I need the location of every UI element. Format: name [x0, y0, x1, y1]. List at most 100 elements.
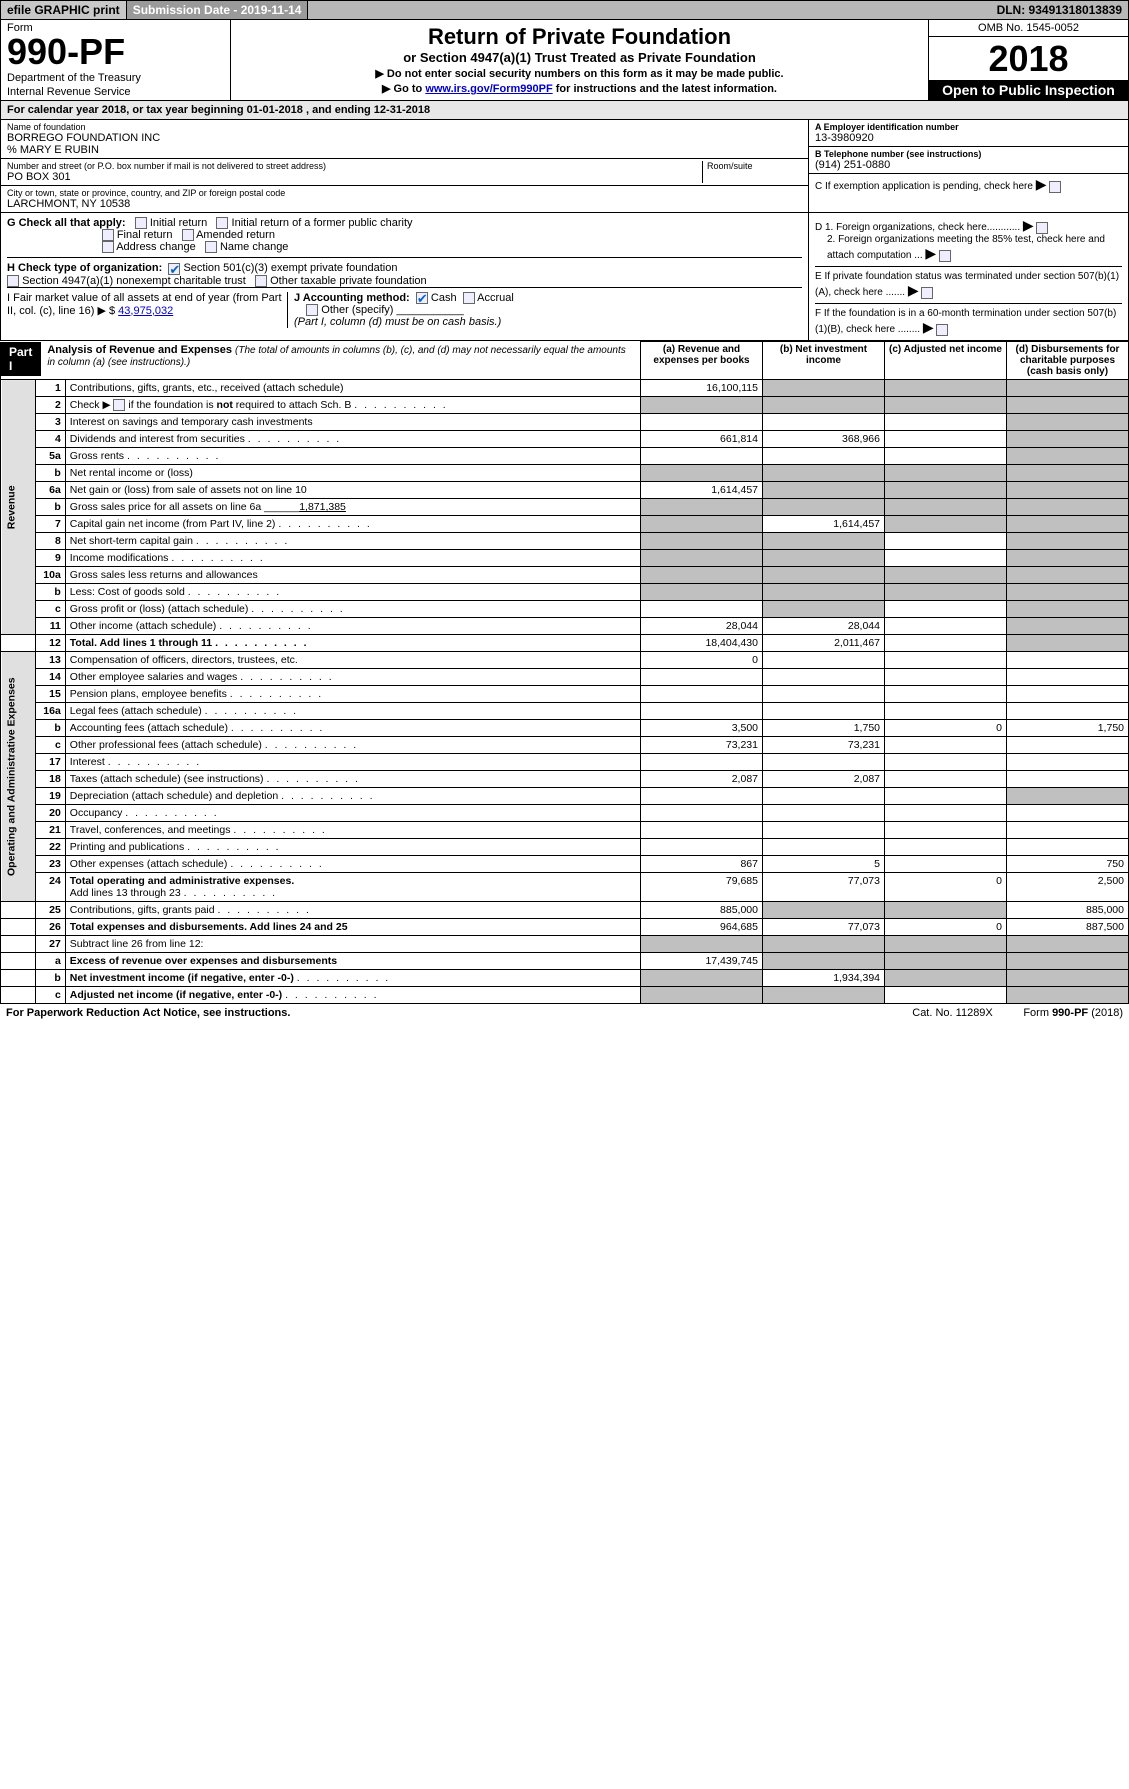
part1-title: Analysis of Revenue and Expenses — [47, 344, 232, 356]
l9n: 9 — [35, 550, 65, 567]
irs-link[interactable]: www.irs.gov/Form990PF — [425, 83, 552, 95]
l27d: Subtract line 26 from line 12: — [65, 936, 640, 953]
l4d: Dividends and interest from securities — [65, 431, 640, 448]
l24b: 77,073 — [763, 873, 885, 902]
l12n: 12 — [35, 635, 65, 652]
cb-name[interactable] — [205, 241, 217, 253]
j-label: J Accounting method: — [294, 292, 410, 304]
cb-amended[interactable] — [182, 229, 194, 241]
f-label: F If the foundation is in a 60-month ter… — [815, 308, 1116, 335]
cb-initial[interactable] — [135, 217, 147, 229]
form-subtitle: or Section 4947(a)(1) Trust Treated as P… — [235, 50, 924, 65]
cb-schb[interactable] — [113, 399, 125, 411]
expenses-label: Operating and Administrative Expenses — [1, 652, 36, 902]
form-title: Return of Private Foundation — [235, 24, 924, 50]
cb-addr[interactable] — [102, 241, 114, 253]
open-public: Open to Public Inspection — [929, 80, 1128, 100]
l23b: 5 — [763, 856, 885, 873]
c-checkbox[interactable] — [1049, 181, 1061, 193]
l12a: 18,404,430 — [641, 635, 763, 652]
part1-label: Part I — [1, 342, 41, 376]
l12d: Total. Add lines 1 through 11 — [65, 635, 640, 652]
l10an: 10a — [35, 567, 65, 584]
l24d2: 2,500 — [1007, 873, 1129, 902]
h-label: H Check type of organization: — [7, 262, 162, 274]
l17n: 17 — [35, 754, 65, 771]
l22n: 22 — [35, 839, 65, 856]
g6: Name change — [220, 241, 289, 253]
cb-e[interactable] — [921, 287, 933, 299]
cb-f[interactable] — [936, 324, 948, 336]
j1: Cash — [431, 292, 457, 304]
l16bc: 0 — [885, 720, 1007, 737]
l19n: 19 — [35, 788, 65, 805]
l26a: 964,685 — [641, 919, 763, 936]
l24c: 0 — [885, 873, 1007, 902]
cb-cash[interactable] — [416, 292, 428, 304]
l16an: 16a — [35, 703, 65, 720]
l16bd: Accounting fees (attach schedule) — [65, 720, 640, 737]
l3n: 3 — [35, 414, 65, 431]
cb-other-acc[interactable] — [306, 304, 318, 316]
cb-other-tax[interactable] — [255, 275, 267, 287]
l11d: Other income (attach schedule) — [65, 618, 640, 635]
phone: (914) 251-0880 — [815, 159, 1122, 171]
l14d: Other employee salaries and wages — [65, 669, 640, 686]
name-label: Name of foundation — [7, 122, 802, 132]
l6bd: Gross sales price for all assets on line… — [65, 499, 640, 516]
l6ad: Net gain or (loss) from sale of assets n… — [65, 482, 640, 499]
d2: 2. Foreign organizations meeting the 85%… — [827, 234, 1105, 261]
cb-former[interactable] — [216, 217, 228, 229]
omb: OMB No. 1545-0052 — [929, 20, 1128, 37]
submission-date: Submission Date - 2019-11-14 — [127, 1, 309, 19]
city: LARCHMONT, NY 10538 — [7, 198, 802, 210]
h3: Other taxable private foundation — [270, 275, 427, 287]
phone-label: B Telephone number (see instructions) — [815, 149, 1122, 159]
l6aa: 1,614,457 — [641, 482, 763, 499]
l27bb: 1,934,394 — [763, 970, 885, 987]
cb-4947[interactable] — [7, 275, 19, 287]
l10cn: c — [35, 601, 65, 618]
city-label: City or town, state or province, country… — [7, 188, 802, 198]
cb-d2[interactable] — [939, 250, 951, 262]
cb-d1[interactable] — [1036, 222, 1048, 234]
l27n: 27 — [35, 936, 65, 953]
l18a: 2,087 — [641, 771, 763, 788]
l15n: 15 — [35, 686, 65, 703]
top-bar: efile GRAPHIC print Submission Date - 20… — [0, 0, 1129, 20]
l5ad: Gross rents — [65, 448, 640, 465]
fmv[interactable]: 43,975,032 — [118, 305, 173, 317]
g2: Initial return of a former public charit… — [232, 217, 413, 229]
g4: Amended return — [196, 229, 275, 241]
inst2: ▶ Go to www.irs.gov/Form990PF for instru… — [235, 82, 924, 95]
l10bd: Less: Cost of goods sold — [65, 584, 640, 601]
cat-no: Cat. No. 11289X — [912, 1007, 993, 1019]
cb-accrual[interactable] — [463, 292, 475, 304]
l4b: 368,966 — [763, 431, 885, 448]
l18d: Taxes (attach schedule) (see instruction… — [65, 771, 640, 788]
addr-label: Number and street (or P.O. box number if… — [7, 161, 702, 171]
g1: Initial return — [150, 217, 207, 229]
inst2-post: for instructions and the latest informat… — [553, 83, 777, 95]
l1n: 1 — [35, 380, 65, 397]
l18b: 2,087 — [763, 771, 885, 788]
inst2-pre: ▶ Go to — [382, 83, 425, 95]
cb-501c3[interactable] — [168, 263, 180, 275]
j-note: (Part I, column (d) must be on cash basi… — [294, 316, 501, 328]
g5: Address change — [116, 241, 196, 253]
l4n: 4 — [35, 431, 65, 448]
e-label: E If private foundation status was termi… — [815, 271, 1119, 298]
l20d: Occupancy — [65, 805, 640, 822]
l18n: 18 — [35, 771, 65, 788]
j2: Accrual — [477, 292, 514, 304]
l22d: Printing and publications — [65, 839, 640, 856]
efile-label: efile GRAPHIC print — [1, 1, 127, 19]
dept: Department of the Treasury — [7, 72, 224, 84]
l27an: a — [35, 953, 65, 970]
col-b: (b) Net investment income — [763, 342, 885, 380]
l7d: Capital gain net income (from Part IV, l… — [65, 516, 640, 533]
l19d: Depreciation (attach schedule) and deple… — [65, 788, 640, 805]
cb-final[interactable] — [102, 229, 114, 241]
l27aa: 17,439,745 — [641, 953, 763, 970]
l26c: 0 — [885, 919, 1007, 936]
